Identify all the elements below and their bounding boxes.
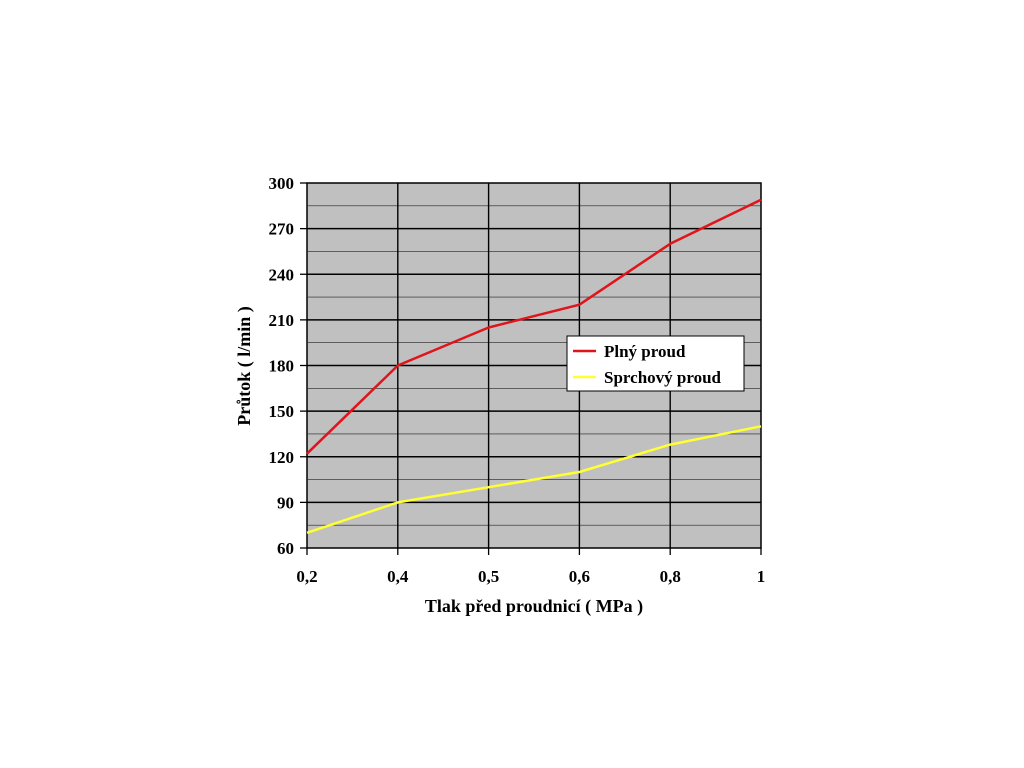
y-axis-ticks: 60 90 120 150 180 210 240 270 300 [269,174,307,558]
series-line-0 [306,198,762,455]
minor-grid [307,205,761,526]
y-tick-label-300: 300 [269,174,295,193]
x-axis-label: Tlak před proudnicí ( MPa ) [425,596,643,617]
y-axis-label: Průtok ( l/min ) [234,306,255,426]
y-tick-label-90: 90 [277,493,294,512]
y-tick-label-60: 60 [277,539,294,558]
x-tick-label-1: 0,4 [387,567,409,586]
y-tick-label-270: 270 [269,220,295,239]
x-tick-label-0: 0,2 [296,567,317,586]
y-tick-label-240: 240 [269,265,295,284]
legend-label-plny-proud: Plný proud [604,342,686,361]
y-tick-label-150: 150 [269,402,295,421]
x-tick-label-3: 0,6 [569,567,590,586]
legend-box [566,335,745,392]
x-axis-ticks: 0,2 0,4 0,5 0,6 0,8 1 [296,548,765,586]
series-lines [306,198,762,534]
series-line-1 [306,425,762,534]
legend: Plný proud Sprchový proud [566,335,745,392]
x-tick-label-5: 1 [757,567,766,586]
y-tick-label-180: 180 [269,357,295,376]
y-tick-label-120: 120 [269,448,295,467]
x-tick-label-2: 0,5 [478,567,499,586]
y-tick-label-210: 210 [269,311,295,330]
x-tick-label-4: 0,8 [660,567,681,586]
legend-label-sprchovy-proud: Sprchový proud [604,368,722,387]
